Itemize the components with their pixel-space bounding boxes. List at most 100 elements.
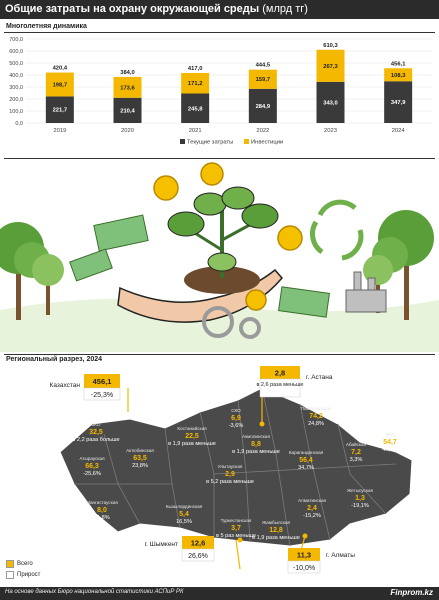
- shymkent-total: 12,6: [191, 539, 206, 548]
- regional-section-label: Региональный разрез, 2024: [6, 356, 102, 363]
- legend-total-label: Всего: [17, 561, 33, 567]
- footer-bar: На основе данных Бюро национальной стати…: [0, 587, 439, 600]
- region-vko: ВКО54,740,9%: [382, 432, 398, 453]
- bar-total-label: 417,0: [188, 66, 203, 72]
- astana-total: 2,8: [275, 369, 285, 378]
- shymkent-label: г. Шымкент: [145, 541, 178, 548]
- region-name: Туркестанская: [221, 518, 252, 523]
- region-value: 1,3: [355, 495, 365, 502]
- region-growth: 3,3%: [350, 457, 363, 463]
- region-growth: -25,6%: [83, 471, 101, 477]
- region-growth: -19,1%: [351, 503, 369, 509]
- legend-label: Инвестиции: [251, 140, 283, 146]
- region-name: ВКО: [385, 432, 395, 437]
- bar-total-label: 444,5: [256, 63, 271, 69]
- y-tick-label: 400,0: [9, 73, 23, 79]
- region-value: 32,5: [89, 429, 103, 436]
- map-legend: Всего Прирост: [6, 560, 40, 582]
- y-tick-label: 600,0: [9, 49, 23, 55]
- bar-value-label: 343,0: [323, 100, 338, 106]
- bar-value-label: 210,4: [120, 108, 135, 114]
- legend-total-swatch: [6, 560, 14, 568]
- shymkent-growth: 26,6%: [188, 553, 208, 560]
- legend-swatch: [244, 139, 249, 144]
- footer-source: На основе данных Бюро национальной стати…: [5, 589, 184, 595]
- region-name: Мангистауская: [86, 500, 118, 505]
- kazakhstan-label: Казахстан: [50, 382, 81, 389]
- title-text: Общие затраты на охрану окружающей среды: [5, 3, 259, 15]
- region-name: Абайская: [346, 441, 367, 447]
- bar-value-label: 267,3: [323, 64, 338, 70]
- region-growth: 23,8%: [132, 463, 148, 469]
- region-name: Жамбылская: [262, 520, 291, 525]
- region-value: 74,2: [309, 413, 323, 420]
- y-tick-label: 300,0: [9, 85, 23, 91]
- bar-value-label: 159,7: [256, 77, 271, 83]
- legend-growth-swatch: [6, 571, 14, 579]
- bar-total-label: 610,3: [323, 43, 338, 49]
- region-growth: в 5 раз меньше: [216, 533, 256, 539]
- region-value: 54,7: [383, 439, 397, 446]
- region-name: Улытауская: [218, 464, 243, 469]
- region-value: 63,5: [133, 455, 147, 462]
- region-name: Жетысуская: [347, 488, 373, 493]
- x-tick-label: 2020: [121, 128, 134, 134]
- y-tick-label: 700,0: [9, 37, 23, 43]
- region-value: 8,0: [97, 507, 107, 514]
- section-divider-bottom: [4, 354, 435, 355]
- region-growth: -15,2%: [303, 513, 321, 519]
- region-name: Карагандинская: [289, 450, 324, 455]
- bar-total-label: 456,1: [391, 61, 406, 67]
- x-tick-label: 2024: [392, 128, 406, 134]
- region-growth: -3,6%: [229, 423, 244, 429]
- region-growth: в 1,9 раза меньше: [232, 449, 280, 455]
- region-value: 7,2: [351, 449, 361, 456]
- kazakhstan-total: 456,1: [93, 377, 112, 386]
- legend-swatch: [180, 139, 185, 144]
- bar-total-label: 384,0: [120, 70, 135, 76]
- bar-value-label: 284,9: [256, 104, 271, 110]
- region-name: Костанайская: [177, 425, 207, 431]
- region-growth: в 5,2 раза меньше: [206, 479, 254, 485]
- region-growth: 24,8%: [308, 421, 324, 427]
- shymkent-dot: [238, 538, 243, 543]
- bar-chart: 0,0100,0200,0300,0400,0500,0600,0700,0 2…: [0, 33, 439, 158]
- legend-total: Всего: [6, 560, 40, 568]
- region-value: 6,9: [231, 415, 241, 422]
- region-value: 3,7: [231, 525, 241, 532]
- region-name: ЗКО: [92, 422, 101, 427]
- header-bar: Общие затраты на охрану окружающей среды…: [0, 0, 439, 19]
- bar-value-label: 198,7: [53, 82, 68, 88]
- region-growth: в 1,9 раза меньше: [168, 441, 216, 447]
- region-name: Акмолинская: [242, 434, 270, 439]
- region-name: Кызылординская: [166, 504, 203, 509]
- region-growth: 16,5%: [176, 519, 192, 525]
- region-value: 56,4: [299, 457, 313, 464]
- bar-value-label: 108,3: [391, 73, 406, 79]
- region-growth: 11,8%: [94, 515, 109, 521]
- x-tick-label: 2023: [324, 128, 337, 134]
- region-value: 8,8: [251, 441, 261, 448]
- x-tick-label: 2022: [256, 128, 269, 134]
- ecology-illustration: [0, 160, 439, 352]
- legend-label: Текущие затраты: [187, 140, 233, 146]
- region-growth: в 1,9 раза меньше: [252, 535, 300, 541]
- almaty-label: г. Алматы: [326, 552, 355, 559]
- region-name: Атырауская: [79, 456, 105, 461]
- bar-value-label: 173,6: [120, 85, 135, 91]
- y-tick-label: 0,0: [15, 121, 23, 127]
- almaty-dot: [303, 534, 308, 539]
- almaty-growth: -10,0%: [293, 565, 315, 572]
- region-value: 2,9: [225, 471, 235, 478]
- y-tick-label: 100,0: [9, 109, 23, 115]
- bar-value-label: 171,2: [188, 81, 203, 87]
- dynamics-section-label: Многолетняя динамика: [6, 23, 87, 30]
- astana-label: г. Астана: [306, 374, 333, 381]
- region-value: 2,4: [307, 505, 317, 512]
- x-tick-label: 2021: [189, 128, 202, 134]
- footer-brand: Finprom.kz: [390, 588, 433, 597]
- region-name: Павлодарская: [301, 406, 332, 411]
- region-name: Алматинская: [298, 498, 327, 503]
- astana-note: в 2,6 раза меньше: [256, 382, 303, 388]
